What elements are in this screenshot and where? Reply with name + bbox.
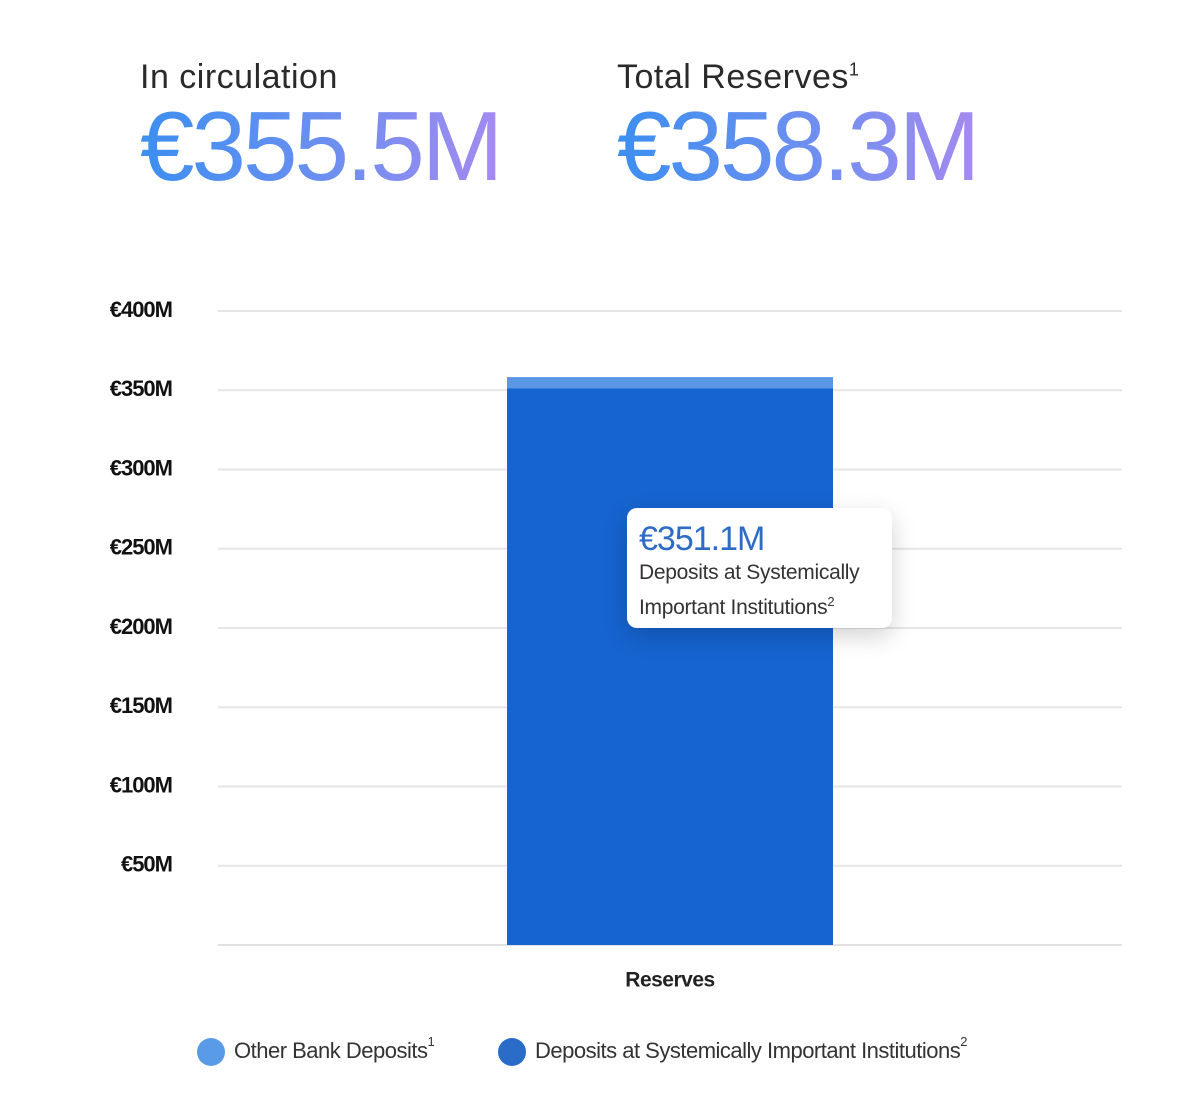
bar-segment <box>507 388 833 946</box>
tooltip-series: Deposits at Systemically Important Insti… <box>639 558 880 622</box>
y-tick-label: €150M <box>110 693 172 718</box>
y-tick-label: €50M <box>121 852 172 877</box>
y-tick-label: €300M <box>110 455 172 480</box>
legend-swatch <box>498 1038 526 1066</box>
stat-label-text: In circulation <box>140 58 338 96</box>
stat-label-text: Total Reserves <box>617 58 849 96</box>
y-tick-label: €250M <box>110 535 172 560</box>
tooltip-series-name: Deposits at Systemically Important Insti… <box>639 561 860 619</box>
tooltip-value: €351.1M <box>639 520 765 558</box>
legend-name: Deposits at Systemically Important Insti… <box>535 1038 961 1063</box>
legend-name: Other Bank Deposits <box>234 1038 428 1063</box>
bar-segment <box>507 377 833 389</box>
y-tick-label: €350M <box>110 376 172 401</box>
y-tick-label: €400M <box>110 297 172 322</box>
tooltip: €351.1M Deposits at Systemically Importa… <box>627 508 892 628</box>
stat-label: In circulation <box>140 58 500 97</box>
legend-swatch <box>197 1038 225 1066</box>
y-tick-label: €100M <box>110 772 172 797</box>
stat-value: €358.3M <box>617 91 980 201</box>
stat: Total Reserves1 €358.3M <box>617 58 980 201</box>
stat-value: €355.5M <box>140 91 503 201</box>
stat: In circulation €355.5M <box>140 58 503 201</box>
footnote: 1 <box>848 59 860 80</box>
stat-label: Total Reserves1 <box>617 58 977 97</box>
footnote: 2 <box>960 1034 967 1049</box>
legend-label: Other Bank Deposits1 <box>234 1034 434 1062</box>
x-tick-label: Reserves <box>625 969 714 992</box>
footnote: 1 <box>427 1034 434 1049</box>
y-tick-label: €200M <box>110 614 172 639</box>
footnote: 2 <box>827 594 835 609</box>
legend-label: Deposits at Systemically Important Insti… <box>535 1034 967 1062</box>
